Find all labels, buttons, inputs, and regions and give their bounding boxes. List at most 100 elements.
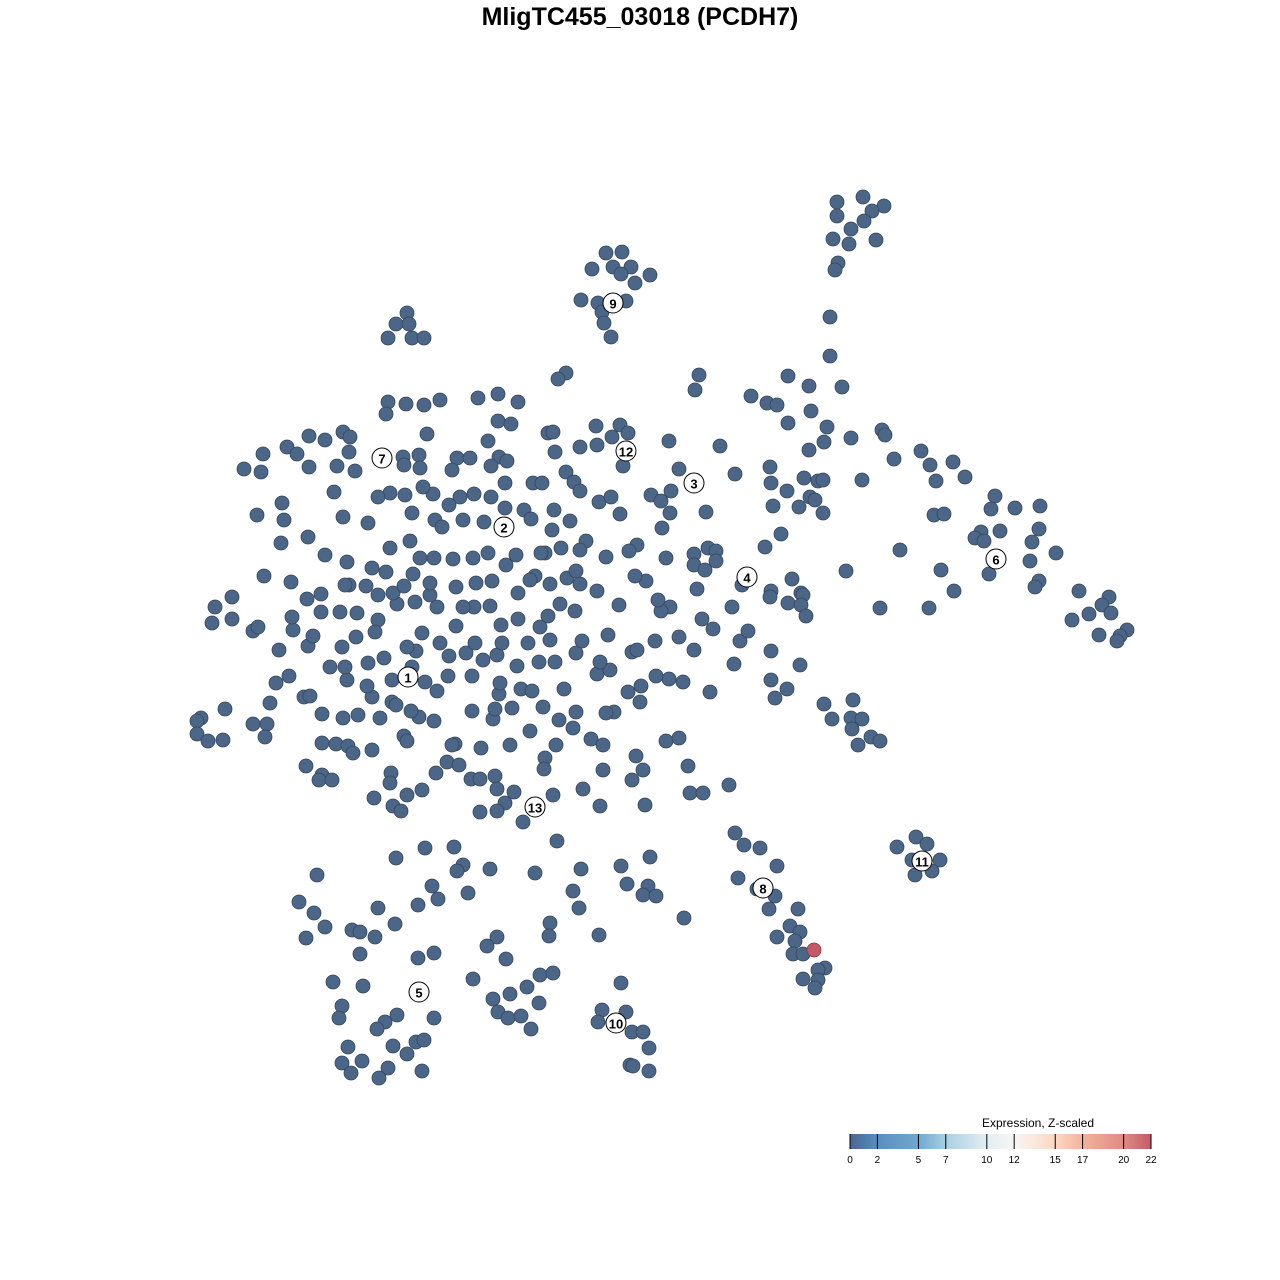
cell-point [487,768,503,784]
cell-point [522,572,538,588]
cell-point [568,704,584,720]
cell-point [370,900,386,916]
cell-point [509,658,525,674]
cell-point [325,974,341,990]
cluster-label-circle [408,981,430,1003]
cell-point [416,1032,432,1048]
cell-point [446,839,462,855]
cell-point [497,475,513,491]
cell-point [322,659,338,675]
color-legend: Expression, Z-scaled 0 2 5 7 10 12 15 17 20 22 [847,1116,1157,1166]
cell-point [795,971,811,987]
legend-tick-label: 5 [916,1155,922,1166]
cell-point [562,513,578,529]
cluster-label-text: 8 [759,882,766,897]
cell-point [189,713,205,729]
cell-point [343,1065,359,1081]
cell-point [987,488,1003,504]
cell-point [522,723,538,739]
cell-point [301,459,317,475]
cell-point [347,463,363,479]
cell-point [429,599,445,615]
cluster-label-text: 5 [415,986,422,1001]
cell-point [864,203,880,219]
points-layer [189,189,1135,1086]
cell-point [380,1060,396,1076]
cell-point [358,578,374,594]
cell-point [473,740,489,756]
legend-tick-label: 7 [943,1155,949,1166]
cell-point [843,221,859,237]
cell-point [736,837,752,853]
cell-point [619,876,635,892]
cell-point [815,505,831,521]
cell-point [490,386,506,402]
cell-point [317,432,333,448]
cluster-label-circle [985,548,1007,570]
cell-point [419,426,435,442]
cell-point [382,775,398,791]
cell-point [376,650,392,666]
cell-point [301,428,317,444]
cell-point [314,706,330,722]
cell-point [743,388,759,404]
cell-point [572,483,588,499]
cell-point [317,919,333,935]
cell-point [483,458,499,474]
cell-point [872,600,888,616]
cell-point [632,694,648,710]
cell-point [648,888,664,904]
cell-point [519,979,535,995]
cell-point [726,656,742,672]
cell-point [388,697,404,713]
cell-point [367,624,383,640]
cell-point [829,194,845,210]
cell-point [807,980,823,996]
cell-point [399,733,415,749]
cell-point [407,594,423,610]
cell-point [595,762,611,778]
cell-point [767,690,783,706]
cluster-label-text: 7 [378,452,385,467]
legend-tick-label: 22 [1145,1155,1157,1166]
cluster-label-text: 10 [609,1017,623,1032]
cluster-label: 4 [736,566,758,588]
cell-point [479,938,495,954]
cell-point [480,433,496,449]
cell-point [404,505,420,521]
cell-point [311,772,327,788]
cell-point [314,735,330,751]
cell-point [462,450,478,466]
cell-point [845,692,861,708]
cell-point [497,500,513,516]
cell-point [364,560,380,576]
cell-point [217,701,233,717]
cell-point [834,379,850,395]
cell-point [573,861,589,877]
cell-point [483,489,499,505]
cell-point [779,483,795,499]
cluster-label: 5 [408,981,430,1003]
cell-point [510,611,526,627]
cell-point [337,659,353,675]
cell-point [628,748,644,764]
cell-point [309,867,325,883]
cell-point [369,1021,385,1037]
cell-point [629,642,645,658]
cell-point [371,1070,387,1086]
cell-point [624,772,640,788]
cell-point [627,568,643,584]
cluster-label-text: 4 [743,571,751,586]
cell-point [360,515,376,531]
cell-point [313,604,329,620]
cell-point [341,444,357,460]
cell-point [889,839,905,855]
cell-point [801,378,817,394]
cell-point [976,533,992,549]
cell-point [650,592,666,608]
cell-point [440,668,456,684]
cell-point [224,589,240,605]
cell-point [359,678,375,694]
cluster-label-text: 11 [915,855,929,870]
